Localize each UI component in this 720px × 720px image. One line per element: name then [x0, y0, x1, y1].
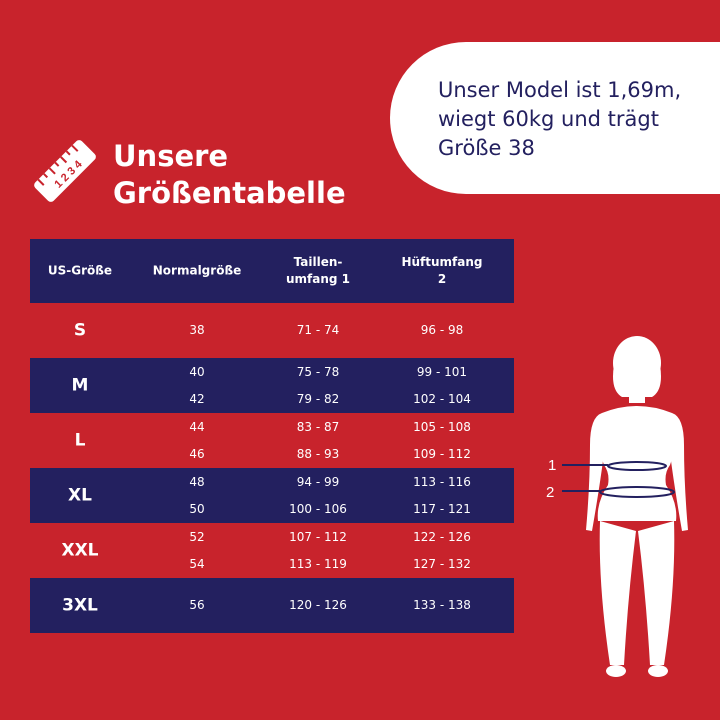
waist-value: 94 - 99 — [296, 474, 340, 489]
size-label: 3XL — [62, 595, 98, 615]
normal-size-value: 48 — [189, 474, 205, 489]
title-line-2: Größentabelle — [113, 176, 346, 210]
size-label: L — [74, 430, 86, 450]
waist-value: 88 - 93 — [296, 446, 340, 461]
header-normal-size: Normalgröße — [152, 263, 242, 278]
hip-value: 122 - 126 — [413, 529, 471, 544]
model-info-bubble: Unser Model ist 1,69m, wiegt 60kg und tr… — [390, 42, 720, 194]
model-info-text: Unser Model ist 1,69m, wiegt 60kg und tr… — [438, 76, 720, 163]
model-info-line-1: Unser Model ist 1,69m, — [438, 78, 682, 102]
waist-value: 113 - 119 — [289, 556, 347, 571]
hip-value: 117 - 121 — [413, 501, 471, 516]
header-us-size: US-Größe — [47, 263, 113, 278]
waist-value: 79 - 82 — [296, 391, 340, 406]
table-row: S 38 71 - 74 96 - 98 — [30, 303, 514, 358]
hip-value: 99 - 101 — [416, 364, 468, 379]
waist-value: 107 - 112 — [289, 529, 347, 544]
normal-size-value: 46 — [189, 446, 205, 461]
title-line-1: Unsere — [113, 139, 229, 173]
hip-value: 133 - 138 — [413, 598, 471, 612]
normal-size-value: 54 — [189, 556, 205, 571]
header-waist-line-2: umfang 1 — [285, 272, 351, 286]
header-waist-line-1: Taillen- — [293, 255, 343, 269]
size-label: XXL — [61, 540, 99, 560]
size-label: M — [71, 375, 89, 395]
normal-size-value: 50 — [189, 501, 205, 516]
hip-value: 109 - 112 — [413, 446, 471, 461]
table-row: XL 48 50 94 - 99 100 - 106 113 - 116 117… — [30, 468, 514, 523]
table-row: 3XL 56 120 - 126 133 - 138 — [30, 578, 514, 633]
table-row: XXL 52 54 107 - 112 113 - 119 122 - 126 … — [30, 523, 514, 578]
header-hip-line-1: Hüftumfang — [401, 255, 483, 269]
size-label: XL — [68, 485, 92, 505]
normal-size-value: 42 — [189, 391, 205, 406]
body-silhouette-illustration: 1 2 — [546, 336, 688, 677]
header-waist: Taillen- umfang 1 — [268, 254, 368, 288]
waist-value: 83 - 87 — [296, 419, 340, 434]
normal-size-value: 56 — [189, 598, 205, 612]
waist-value: 75 - 78 — [296, 364, 340, 379]
hip-value: 96 - 98 — [420, 323, 464, 337]
model-info-line-2: wiegt 60kg und trägt — [438, 107, 659, 131]
normal-size-value: 44 — [189, 419, 205, 434]
page-title: Unsere Größentabelle — [113, 138, 346, 212]
header-hip: Hüftumfang 2 — [392, 254, 492, 288]
hip-value: 105 - 108 — [413, 419, 471, 434]
waist-value: 100 - 106 — [289, 501, 347, 516]
measure-label-1: 1 — [548, 457, 556, 474]
model-info-line-3: Größe 38 — [438, 136, 535, 160]
table-row: M 40 42 75 - 78 79 - 82 99 - 101 102 - 1… — [30, 358, 514, 413]
table-row: L 44 46 83 - 87 88 - 93 105 - 108 109 - … — [30, 413, 514, 468]
normal-size-value: 52 — [189, 529, 205, 544]
normal-size-value: 40 — [189, 364, 205, 379]
table-header: US-Größe Normalgröße Taillen- umfang 1 H… — [30, 239, 514, 303]
waist-value: 71 - 74 — [296, 323, 340, 337]
size-label: S — [73, 320, 87, 340]
hip-value: 102 - 104 — [413, 391, 471, 406]
ruler-icon: 1 2 3 4 — [34, 140, 96, 202]
measure-label-2: 2 — [546, 484, 554, 501]
normal-size-value: 38 — [189, 323, 205, 337]
header-hip-line-2: 2 — [437, 272, 447, 286]
hip-value: 127 - 132 — [413, 556, 471, 571]
hip-value: 113 - 116 — [413, 474, 471, 489]
size-table: US-Größe Normalgröße Taillen- umfang 1 H… — [30, 239, 514, 633]
waist-value: 120 - 126 — [289, 598, 347, 612]
